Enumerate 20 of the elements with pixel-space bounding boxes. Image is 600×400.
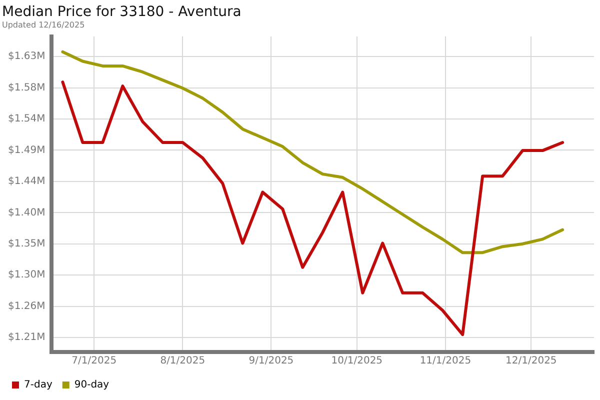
x-tick-label: 8/1/2025 bbox=[160, 356, 206, 367]
y-tick-label: $1.44M bbox=[8, 176, 46, 188]
x-tick-label: 7/1/2025 bbox=[72, 356, 117, 367]
legend-label: 7-day bbox=[24, 380, 52, 391]
y-tick-label: $1.30M bbox=[8, 270, 46, 281]
x-tick-label: 10/1/2025 bbox=[331, 356, 383, 367]
y-tick-label: $1.54M bbox=[8, 114, 46, 125]
legend-label: 90-day bbox=[74, 380, 110, 391]
y-tick-label: $1.26M bbox=[8, 300, 46, 312]
chart-title: Median Price for 33180 - Aventura bbox=[2, 4, 242, 20]
x-tick-label: 12/1/2025 bbox=[506, 356, 557, 367]
y-tick-label: $1.21M bbox=[8, 332, 46, 344]
y-tick-label: $1.35M bbox=[8, 238, 46, 250]
x-tick-label: 9/1/2025 bbox=[248, 356, 294, 367]
chart-subtitle: Updated 12/16/2025 bbox=[2, 20, 85, 30]
y-tick-label: $1.49M bbox=[8, 144, 46, 156]
y-tick-label: $1.63M bbox=[8, 51, 46, 62]
y-tick-label: $1.58M bbox=[8, 82, 46, 94]
y-tick-label: $1.40M bbox=[8, 207, 46, 218]
x-tick-label: 11/1/2025 bbox=[420, 356, 472, 367]
